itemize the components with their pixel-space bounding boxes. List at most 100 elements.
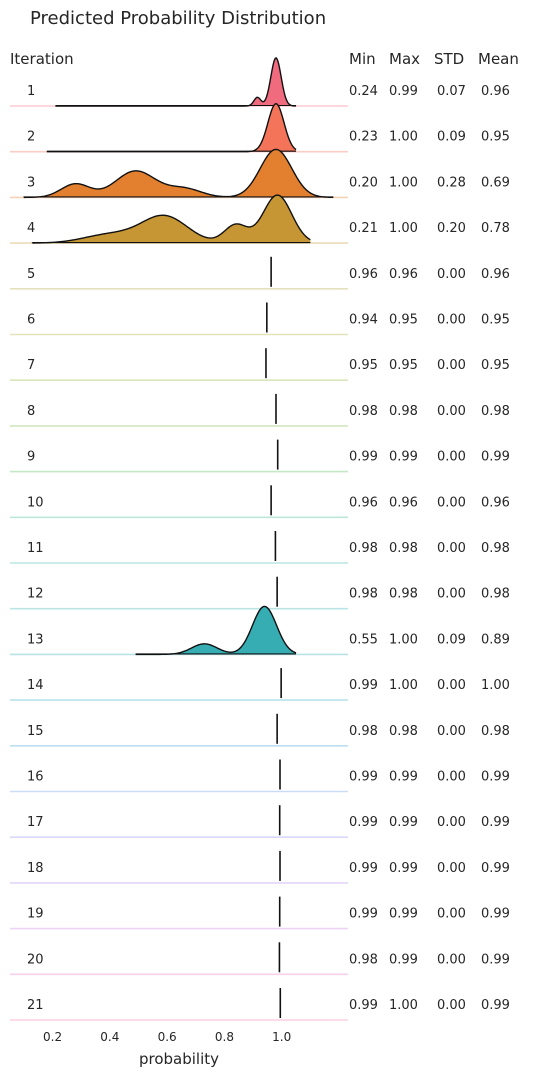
stat-mean: 0.99 (481, 770, 510, 785)
stat-min: 0.96 (349, 267, 378, 282)
stat-std: 0.00 (437, 450, 466, 465)
stat-min: 0.99 (349, 450, 378, 465)
stat-std: 0.00 (437, 313, 466, 328)
stat-max: 0.98 (389, 587, 418, 602)
ridge-row-11: 11 0.98 0.98 0.00 0.98 (10, 531, 510, 564)
ridge-row-2: 2 0.23 1.00 0.09 0.95 (10, 102, 510, 153)
stat-mean: 0.95 (481, 313, 510, 328)
row-label: 12 (27, 587, 44, 602)
stat-min: 0.98 (349, 404, 378, 419)
stat-mean: 0.98 (481, 587, 510, 602)
stat-header-std: STD (434, 50, 464, 68)
row-label: 2 (27, 130, 35, 145)
ridge-row-3: 3 0.20 1.00 0.28 0.69 (10, 148, 510, 199)
stat-header-mean: Mean (478, 50, 519, 68)
stat-mean: 0.69 (481, 175, 510, 190)
ridge-row-19: 19 0.99 0.99 0.00 0.99 (10, 896, 510, 930)
x-axis: 0.2 0.4 0.6 0.8 1.0 (43, 1030, 291, 1044)
stat-min: 0.23 (349, 130, 378, 145)
stat-max: 0.99 (389, 861, 418, 876)
stat-std: 0.00 (437, 495, 466, 510)
stat-header-max: Max (389, 50, 420, 68)
ridge-rows: 1 0.24 0.99 0.07 0.96 2 0.23 1.00 0.09 0.95 3 0.20 1… (10, 57, 510, 1021)
stat-std: 0.00 (437, 907, 466, 922)
density-outline (31, 194, 311, 244)
x-tick-label: 1.0 (272, 1030, 291, 1044)
stat-max: 1.00 (389, 998, 418, 1013)
ridge-row-21: 21 0.99 1.00 0.00 0.99 (10, 988, 510, 1021)
row-label: 7 (27, 358, 35, 373)
stat-mean: 0.99 (481, 861, 510, 876)
stat-mean: 0.98 (481, 541, 510, 556)
row-label: 15 (27, 724, 44, 739)
stat-max: 0.96 (389, 267, 418, 282)
stat-max: 0.99 (389, 952, 418, 967)
stat-std: 0.00 (437, 815, 466, 830)
stat-min: 0.98 (349, 587, 378, 602)
ridge-row-18: 18 0.99 0.99 0.00 0.99 (10, 850, 510, 884)
row-label: 4 (27, 221, 35, 236)
stat-std: 0.28 (437, 175, 466, 190)
stat-max: 0.96 (389, 495, 418, 510)
stat-min: 0.99 (349, 861, 378, 876)
row-label: 17 (27, 815, 44, 830)
density-area (23, 149, 334, 198)
stat-mean: 0.96 (481, 267, 510, 282)
row-label: 20 (27, 952, 44, 967)
row-label: 19 (27, 907, 44, 922)
row-label: 13 (27, 632, 44, 647)
stat-min: 0.96 (349, 495, 378, 510)
stat-max: 0.99 (389, 450, 418, 465)
row-label: 6 (27, 313, 35, 328)
ridge-row-8: 8 0.98 0.98 0.00 0.98 (10, 393, 510, 427)
density-area (32, 195, 311, 244)
density-area (46, 103, 297, 152)
stat-max: 1.00 (389, 221, 418, 236)
stat-mean: 0.95 (481, 358, 510, 373)
stat-mean: 0.89 (481, 632, 510, 647)
ridge-row-12: 12 0.98 0.98 0.00 0.98 (10, 576, 510, 610)
stat-min: 0.98 (349, 541, 378, 556)
stat-max: 0.98 (389, 404, 418, 419)
row-label: 11 (27, 541, 44, 556)
stat-mean: 0.78 (481, 221, 510, 236)
ridge-row-7: 7 0.95 0.95 0.00 0.95 (10, 348, 510, 382)
stat-max: 0.95 (389, 358, 418, 373)
stat-mean: 0.99 (481, 907, 510, 922)
row-label: 10 (27, 495, 44, 510)
stat-header-min: Min (349, 50, 376, 68)
x-axis-label: probability (139, 1050, 219, 1068)
stat-std: 0.20 (437, 221, 466, 236)
stat-std: 0.00 (437, 358, 466, 373)
stat-min: 0.99 (349, 815, 378, 830)
stat-std: 0.00 (437, 724, 466, 739)
ridge-row-1: 1 0.24 0.99 0.07 0.96 (10, 57, 510, 107)
density-outline (55, 57, 297, 107)
ridge-row-17: 17 0.99 0.99 0.00 0.99 (10, 805, 510, 839)
stat-std: 0.00 (437, 861, 466, 876)
ridge-row-9: 9 0.99 0.99 0.00 0.99 (10, 439, 510, 473)
stat-std: 0.07 (437, 84, 466, 99)
stat-std: 0.09 (437, 130, 466, 145)
ridge-row-5: 5 0.96 0.96 0.00 0.96 (10, 256, 510, 290)
ridge-row-16: 16 0.99 0.99 0.00 0.99 (10, 759, 510, 793)
stat-std: 0.00 (437, 770, 466, 785)
row-label: 3 (27, 175, 35, 190)
chart-title: Predicted Probability Distribution (30, 8, 326, 29)
row-label: 18 (27, 861, 44, 876)
stat-min: 0.20 (349, 175, 378, 190)
ridge-row-13: 13 0.55 1.00 0.09 0.89 (10, 605, 510, 656)
stat-mean: 0.99 (481, 952, 510, 967)
stat-std: 0.00 (437, 952, 466, 967)
stat-mean: 0.96 (481, 84, 510, 99)
stat-min: 0.98 (349, 952, 378, 967)
stat-max: 0.98 (389, 541, 418, 556)
stat-mean: 0.98 (481, 404, 510, 419)
row-header: Iteration (10, 50, 74, 68)
stat-max: 1.00 (389, 678, 418, 693)
stat-min: 0.95 (349, 358, 378, 373)
stat-min: 0.24 (349, 84, 378, 99)
stat-mean: 0.99 (481, 815, 510, 830)
stat-max: 1.00 (389, 175, 418, 190)
stat-max: 1.00 (389, 130, 418, 145)
